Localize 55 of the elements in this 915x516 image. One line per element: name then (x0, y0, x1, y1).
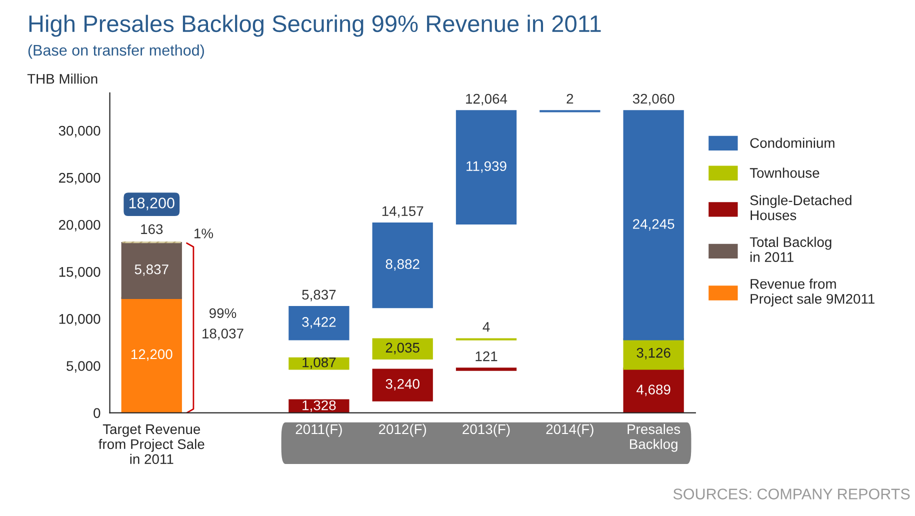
x-tick-label: 2012(F) (378, 424, 426, 437)
total-label: 32,060 (632, 94, 674, 106)
total-label: 5,837 (302, 290, 336, 302)
total-label: 2 (566, 94, 574, 104)
legend-label: Townhouse (750, 168, 820, 178)
source-note: SOURCES: COMPANY REPORTS (673, 488, 910, 500)
total-label: 14,157 (382, 206, 424, 218)
data-label: 1,328 (302, 400, 336, 412)
y-tick-label: 25,000 (58, 172, 100, 184)
legend-label: Single-Detached Houses (750, 195, 852, 220)
chart-subtitle: (Base on transfer method) (28, 44, 204, 59)
data-label: 8,882 (386, 259, 420, 271)
x-tick-label: 2014(F) (546, 424, 594, 437)
total-label: 18,200 (129, 198, 174, 210)
data-label: 121 (476, 351, 498, 362)
data-label: 3,126 (636, 348, 670, 360)
data-label: 12,200 (131, 349, 172, 361)
y-tick-label: 0 (94, 408, 100, 418)
y-tick-label: 5,000 (66, 361, 100, 373)
data-label: 24,245 (633, 219, 674, 231)
annotation: 1% (194, 228, 214, 238)
y-tick-label: 30,000 (58, 126, 100, 138)
x-tick-label: Presales Backlog (628, 424, 680, 452)
bar (121, 242, 182, 300)
bar (288, 306, 350, 340)
bar (623, 368, 684, 413)
bar (372, 222, 433, 308)
total-label: 12,064 (466, 94, 508, 106)
data-label: 5,837 (134, 264, 168, 276)
y-tick-label: 20,000 (58, 220, 100, 232)
data-label: 3,422 (302, 317, 336, 329)
x-tick-label: 2011(F) (296, 424, 342, 437)
data-label: 1,087 (302, 357, 336, 369)
data-label: 163 (141, 224, 163, 234)
data-label: 11,939 (466, 161, 506, 173)
data-label: 4 (482, 322, 490, 332)
data-label: 2,035 (386, 342, 420, 354)
annotation: 99% (209, 308, 236, 318)
x-tick-label: Target Revenue from Project Sale in 2011 (98, 424, 204, 464)
legend-label: Revenue from Project sale 9M2011 (750, 278, 874, 307)
bar (456, 110, 517, 225)
bar (121, 296, 182, 413)
bar (372, 338, 433, 360)
legend-label: Total Backlog in 2011 (750, 236, 832, 262)
legend-label: Condominium (750, 138, 834, 148)
bar (372, 368, 433, 402)
data-label: 4,689 (636, 384, 670, 396)
annotation: 18,037 (202, 328, 244, 340)
y-axis-title: THB Million (27, 74, 98, 84)
data-label: 3,240 (386, 378, 420, 390)
chart-title: High Presales Backlog Securing 99% Revenue in 2011 (29, 14, 601, 37)
x-tick-label: 2013(F) (462, 424, 510, 437)
y-tick-label: 10,000 (59, 314, 100, 326)
y-tick-label: 15,000 (59, 266, 100, 278)
bar (623, 110, 684, 340)
